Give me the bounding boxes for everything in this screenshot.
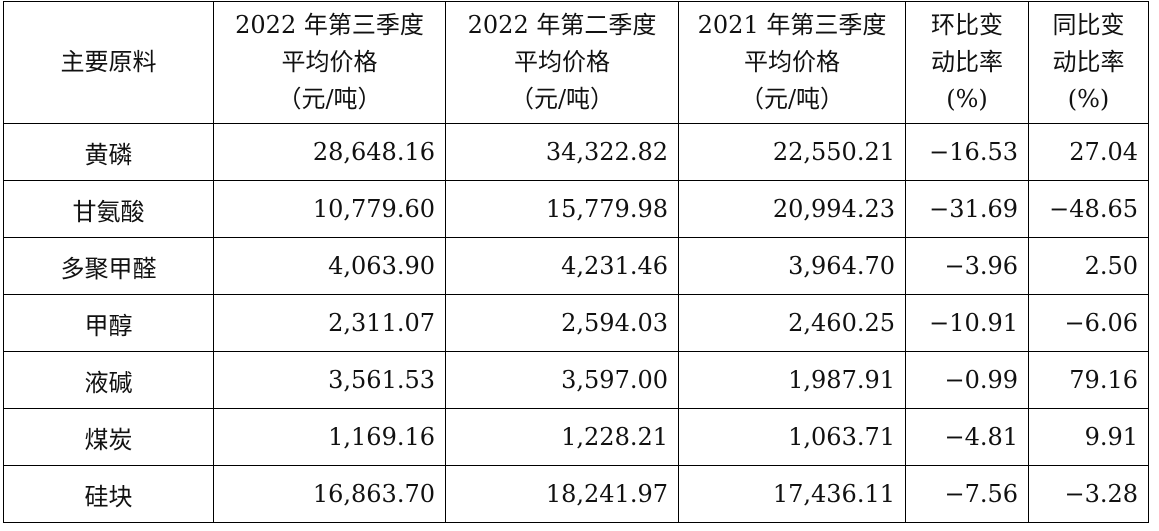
header-text: 平均价格 [744, 48, 840, 76]
material-name: 多聚甲醛 [3, 237, 214, 295]
data-row: 多聚甲醛 4,063.90 4,231.46 3,964.70 −3.96 2.50 [3, 237, 1149, 295]
value-cell: 1,228.21 [445, 408, 679, 466]
header-row: 主要原料 2022 年第三季度 平均价格 （元/吨） 2022 年第二季度 平均价格 （元/… [3, 1, 1149, 124]
data-row: 黄磷 28,648.16 34,322.82 22,550.21 −16.53 27.04 [3, 123, 1149, 181]
value-cell: 20,994.23 [678, 180, 906, 238]
value-cell: 79.16 [1028, 351, 1149, 409]
value-cell: 4,231.46 [445, 237, 679, 295]
header-text: 平均价格 [281, 48, 378, 76]
value-cell: 22,550.21 [678, 123, 906, 181]
header-cell: 环比变动比率 (%) [905, 1, 1029, 124]
value-cell: 2,311.07 [213, 294, 446, 352]
value-cell: 34,322.82 [445, 123, 679, 181]
value-cell: 18,241.97 [445, 465, 679, 523]
header-text: 动比率 [931, 48, 1003, 76]
value-cell: 1,169.16 [213, 408, 446, 466]
table-body: 主要原料 2022 年第三季度 平均价格 （元/吨） 2022 年第二季度 平均价格 （元/… [3, 1, 1149, 523]
value-cell: −16.53 [905, 123, 1029, 181]
material-name: 液碱 [3, 351, 214, 409]
value-cell: 10,779.60 [213, 180, 446, 238]
header-text: 2021 年第三季度 [697, 11, 887, 39]
data-row: 硅块 16,863.70 18,241.97 17,436.11 −7.56 −3.28 [3, 465, 1149, 523]
value-cell: 3,561.53 [213, 351, 446, 409]
value-cell: 3,964.70 [678, 237, 906, 295]
header-cell: 2022 年第三季度 平均价格 （元/吨） [213, 1, 446, 124]
value-cell: 1,987.91 [678, 351, 906, 409]
header-text: (%) [946, 85, 988, 113]
value-cell: 2,460.25 [678, 294, 906, 352]
header-text: 2022 年第二季度 [467, 11, 657, 39]
header-text: （元/吨） [739, 85, 845, 113]
data-row: 甘氨酸 10,779.60 15,779.98 20,994.23 −31.69 −48.… [3, 180, 1149, 238]
header-cell: 主要原料 [3, 1, 214, 124]
value-cell: −6.06 [1028, 294, 1149, 352]
data-row: 煤炭 1,169.16 1,228.21 1,063.71 −4.81 9.91 [3, 408, 1149, 466]
header-text: 同比变 [1052, 11, 1125, 39]
data-row: 液碱 3,561.53 3,597.00 1,987.91 −0.99 79.16 [3, 351, 1149, 409]
value-cell: −4.81 [905, 408, 1029, 466]
value-cell: 16,863.70 [213, 465, 446, 523]
value-cell: 28,648.16 [213, 123, 446, 181]
value-cell: 27.04 [1028, 123, 1149, 181]
header-text: 主要原料 [60, 48, 157, 76]
header-cell: 2021 年第三季度 平均价格 （元/吨） [678, 1, 906, 124]
value-cell: −3.96 [905, 237, 1029, 295]
header-text: （元/吨） [277, 85, 382, 113]
value-cell: 1,063.71 [678, 408, 906, 466]
value-cell: 15,779.98 [445, 180, 679, 238]
material-name: 甲醇 [3, 294, 214, 352]
value-cell: −3.28 [1028, 465, 1149, 523]
value-cell: −7.56 [905, 465, 1029, 523]
header-text: 动比率 [1052, 48, 1125, 76]
material-name: 硅块 [3, 465, 214, 523]
value-cell: 4,063.90 [213, 237, 446, 295]
price-table: 主要原料 2022 年第三季度 平均价格 （元/吨） 2022 年第二季度 平均价格 （元/… [3, 1, 1149, 523]
value-cell: −10.91 [905, 294, 1029, 352]
material-name: 甘氨酸 [3, 180, 214, 238]
value-cell: 17,436.11 [678, 465, 906, 523]
value-cell: 2.50 [1028, 237, 1149, 295]
value-cell: −0.99 [905, 351, 1029, 409]
header-text: （元/吨） [509, 85, 615, 113]
header-cell: 同比变动比率 (%) [1028, 1, 1149, 124]
material-name: 煤炭 [3, 408, 214, 466]
header-text: (%) [1067, 85, 1110, 113]
value-cell: 9.91 [1028, 408, 1149, 466]
value-cell: 3,597.00 [445, 351, 679, 409]
header-text: 平均价格 [514, 48, 610, 76]
value-cell: −48.65 [1028, 180, 1149, 238]
value-cell: −31.69 [905, 180, 1029, 238]
header-text: 环比变 [931, 11, 1003, 39]
header-text: 2022 年第三季度 [235, 11, 424, 39]
material-name: 黄磷 [3, 123, 214, 181]
value-cell: 2,594.03 [445, 294, 679, 352]
data-row: 甲醇 2,311.07 2,594.03 2,460.25 −10.91 −6.06 [3, 294, 1149, 352]
header-cell: 2022 年第二季度 平均价格 （元/吨） [445, 1, 679, 124]
